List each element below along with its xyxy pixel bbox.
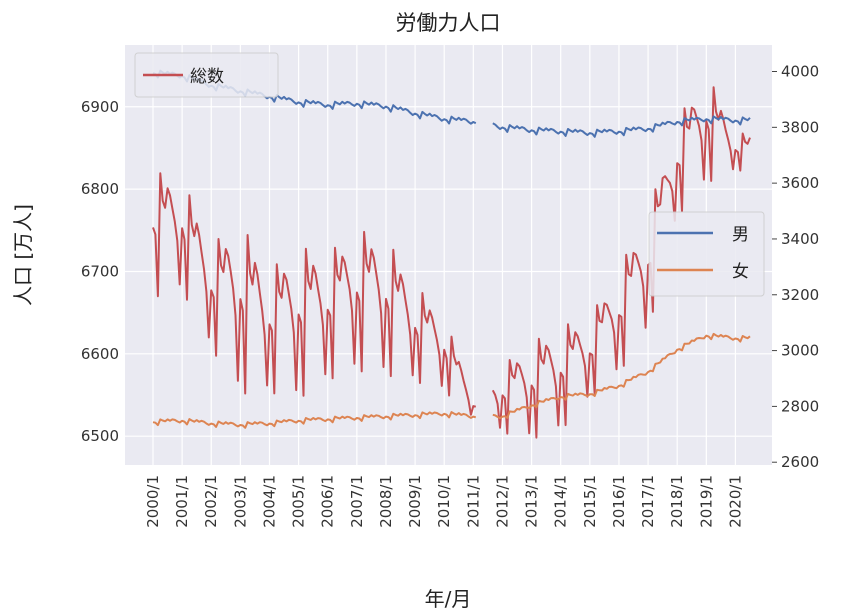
x-tick-label: 2008/1 [377, 475, 395, 528]
legend-total: 総数 [134, 52, 279, 98]
series-line-male-2 [492, 115, 751, 138]
y-tick-label-left: 6600 [81, 345, 119, 363]
y-tick-label-left: 6500 [81, 427, 119, 445]
y-tick-label-right: 3400 [781, 230, 819, 248]
x-tick-label: 2003/1 [231, 475, 249, 528]
y-tick-label-right: 2800 [781, 397, 819, 415]
x-tick-label: 2005/1 [290, 475, 308, 528]
y-tick-label-right: 2600 [781, 453, 819, 471]
y-tick-label-right: 3800 [781, 118, 819, 136]
x-tick-label: 2013/1 [523, 475, 541, 528]
y-axis-title: 人口 [万人] [11, 204, 35, 306]
y-tick-label-right: 4000 [781, 63, 819, 81]
x-tick-label: 2002/1 [202, 475, 220, 528]
x-tick-label: 2001/1 [173, 475, 191, 528]
grid [125, 45, 772, 465]
x-tick-label: 2014/1 [552, 475, 570, 528]
y-tick-label-left: 6700 [81, 262, 119, 280]
series-line-total-1 [152, 172, 477, 416]
x-tick-label: 2011/1 [464, 475, 482, 528]
x-axis-ticks: 2000/1 2001/1 2002/1 2003/1 2004/1 2005/1 2006… [144, 475, 744, 528]
legend-gender: 男 女 [648, 211, 765, 297]
x-tick-label: 2015/1 [581, 475, 599, 528]
y-tick-label-left: 6800 [81, 180, 119, 198]
x-tick-label: 2004/1 [260, 475, 278, 528]
x-tick-label: 2006/1 [319, 475, 337, 528]
x-tick-label: 2017/1 [639, 475, 657, 528]
x-tick-label: 2019/1 [697, 475, 715, 528]
x-axis-title: 年/月 [425, 587, 472, 611]
x-tick-label: 2016/1 [610, 475, 628, 528]
series-line-female-1 [152, 411, 477, 429]
legend-label-male: 男 [732, 225, 749, 245]
x-tick-label: 2010/1 [435, 475, 453, 528]
y-tick-label-left: 6900 [81, 98, 119, 116]
y-tick-label-right: 3000 [781, 342, 819, 360]
left-axis-ticks: 6500 6600 6700 6800 6900 [81, 98, 119, 445]
right-axis-ticks: 2600 2800 3000 3200 3400 3600 3800 4000 [772, 63, 819, 471]
chart-title: 労働力人口 [396, 11, 501, 35]
x-tick-label: 2020/1 [726, 475, 744, 528]
x-tick-label: 2012/1 [493, 475, 511, 528]
x-tick-label: 2018/1 [668, 475, 686, 528]
y-tick-label-right: 3600 [781, 174, 819, 192]
x-tick-label: 2007/1 [348, 475, 366, 528]
series-line-female-2 [492, 332, 751, 420]
x-tick-label: 2000/1 [144, 475, 162, 528]
series-layer [152, 69, 751, 439]
legend-label-total: 総数 [190, 67, 224, 87]
legend-label-female: 女 [732, 262, 749, 282]
y-tick-label-right: 3200 [781, 286, 819, 304]
x-tick-label: 2009/1 [406, 475, 424, 528]
series-line-total-2 [491, 86, 751, 439]
